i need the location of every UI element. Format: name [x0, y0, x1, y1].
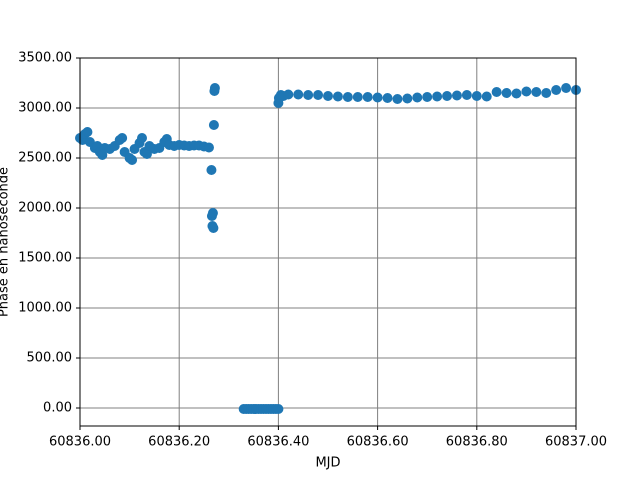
point — [293, 89, 304, 100]
point — [313, 90, 324, 100]
plot-frame — [79, 57, 577, 427]
point — [209, 83, 220, 93]
point — [432, 91, 443, 102]
point — [481, 91, 492, 102]
point — [82, 127, 93, 137]
y-tick-label: 0.00 — [43, 401, 72, 416]
y-tick-label: 2000.00 — [18, 201, 72, 216]
point — [342, 92, 353, 102]
point — [541, 88, 552, 98]
point — [471, 91, 482, 101]
point — [521, 86, 532, 97]
point — [117, 133, 128, 143]
x-tick-label: 60836.80 — [446, 435, 508, 450]
point — [531, 87, 542, 97]
point — [362, 92, 373, 102]
point — [551, 85, 562, 95]
point — [442, 91, 453, 101]
point — [402, 93, 413, 104]
point — [352, 92, 363, 102]
point — [323, 91, 333, 101]
x-tick-label: 60836.60 — [347, 435, 409, 450]
y-axis-label: Phase en nanoseconde — [0, 167, 12, 317]
point — [561, 83, 572, 93]
point — [207, 208, 218, 218]
point — [382, 93, 393, 103]
point — [392, 94, 403, 104]
point — [208, 120, 219, 130]
point — [273, 404, 284, 414]
y-tick-label: 1500.00 — [18, 251, 72, 266]
x-tick-label: 60837.00 — [545, 435, 607, 450]
y-tick-label: 3000.00 — [18, 101, 72, 116]
point — [422, 92, 433, 102]
x-tick-label: 60836.00 — [49, 435, 111, 450]
point — [461, 90, 472, 100]
point — [303, 90, 314, 100]
x-tick-label: 60836.20 — [148, 435, 210, 450]
labels: 60836.00 60836.20 60836.40 60836.60 60836.80… — [18, 51, 607, 450]
point — [491, 87, 502, 97]
y-tick-label: 3500.00 — [18, 51, 72, 66]
y-tick-label: 500.00 — [27, 351, 73, 366]
point — [511, 88, 522, 99]
point — [127, 155, 138, 165]
y-tick-label: 2500.00 — [18, 151, 72, 166]
point — [372, 92, 383, 103]
point — [208, 223, 219, 233]
x-tick-label: 60836.40 — [247, 435, 309, 450]
point — [412, 92, 423, 103]
point — [501, 88, 512, 98]
point — [332, 91, 343, 102]
point — [137, 133, 147, 143]
point — [141, 149, 152, 159]
point — [283, 89, 294, 100]
point — [451, 90, 462, 101]
point — [203, 142, 214, 153]
y-tick-label: 1000.00 — [18, 301, 72, 316]
point — [206, 165, 217, 175]
x-axis-label: MJD — [315, 456, 340, 471]
points — [75, 83, 581, 414]
